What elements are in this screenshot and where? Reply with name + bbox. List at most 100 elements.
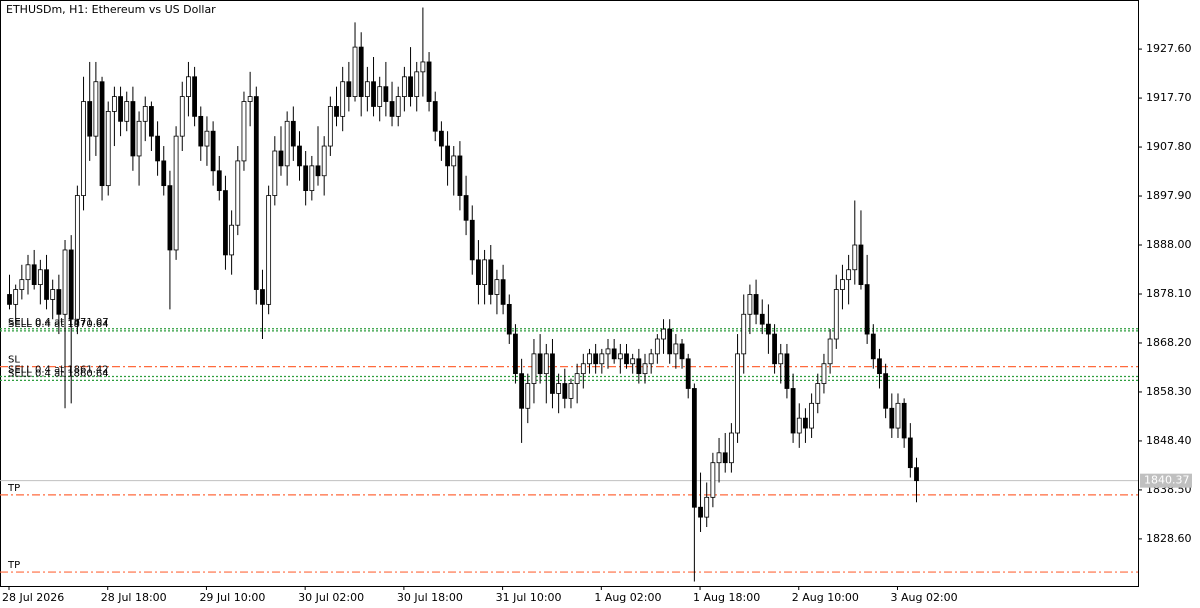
candle-body (870, 333, 876, 360)
y-tick-label: 1897.90 (1146, 189, 1192, 202)
y-tick-label: 1868.20 (1146, 336, 1192, 349)
candle-body (179, 96, 185, 137)
candle-body (315, 165, 321, 177)
candle-body (895, 402, 901, 429)
candle-body (327, 106, 333, 147)
candle-body (93, 81, 99, 137)
candle-body (155, 135, 160, 162)
candle-body (105, 111, 111, 187)
candle-body (611, 348, 617, 360)
candle-body (691, 388, 697, 508)
candle-body (235, 160, 241, 226)
candle-body (685, 358, 691, 389)
candle-body (654, 338, 660, 355)
candle-body (679, 343, 685, 360)
candle-body (229, 224, 235, 256)
candle-body (494, 279, 500, 295)
candle-body (636, 358, 642, 375)
candle-body (784, 353, 790, 389)
x-tick-label: 28 Jul 2026 (2, 591, 64, 604)
candle-body (303, 165, 309, 191)
level-label: TP (7, 560, 20, 571)
candle-body (562, 383, 568, 399)
level-label: SL (8, 355, 20, 366)
candle-body (142, 106, 148, 122)
candle-body (56, 289, 62, 315)
candle-body (432, 101, 438, 132)
level-label: SELL 0.4 at 1871.07 (8, 317, 109, 328)
candle-body (19, 279, 25, 290)
candle-body (7, 294, 12, 305)
candle-body (803, 417, 808, 429)
candle-body (568, 383, 574, 399)
candle-body (593, 353, 599, 365)
candle-body (260, 289, 265, 305)
chart-title: ETHUSDm, H1: Ethereum vs US Dollar (6, 3, 216, 16)
candle-body (710, 462, 716, 498)
candle-body (284, 120, 290, 167)
candle-body (772, 333, 777, 365)
candle-body (883, 373, 889, 409)
candle-body (371, 81, 376, 107)
candle-body (31, 264, 37, 285)
candle-body (364, 81, 370, 97)
y-tick-label: 1907.80 (1146, 140, 1192, 153)
candle-body (556, 383, 562, 394)
candle-body (377, 86, 383, 107)
candle-body (753, 294, 759, 315)
candle-body (864, 284, 870, 335)
candle-body (124, 101, 130, 122)
candle-body (840, 279, 845, 290)
candle-body (130, 101, 136, 157)
current-price-box (1140, 473, 1192, 488)
candle-body (661, 328, 666, 340)
y-tick-label: 1927.60 (1146, 42, 1192, 55)
candle-body (506, 303, 512, 335)
candle-body (648, 353, 654, 365)
candle-body (44, 269, 49, 300)
candle-body (914, 467, 919, 482)
x-tick-label: 3 Aug 02:00 (890, 591, 957, 604)
candle-body (722, 452, 728, 464)
x-tick-label: 28 Jul 18:00 (101, 591, 167, 604)
candle-body (846, 269, 852, 281)
plot-frame (0, 0, 1139, 587)
candle-body (500, 279, 506, 305)
candle-body (907, 437, 913, 469)
candle-body (716, 452, 722, 464)
candle-body (858, 244, 864, 285)
candle-body (192, 76, 198, 117)
candle-body (321, 145, 327, 177)
candle-body (74, 195, 80, 320)
candle-body (136, 120, 142, 157)
candle-body (728, 432, 734, 464)
level-label: SELL 0.4 at 1861.42 (8, 365, 109, 376)
candle-body (673, 343, 679, 355)
candle-body (488, 259, 494, 295)
x-tick-label: 1 Aug 02:00 (594, 591, 661, 604)
candle-body (667, 328, 673, 355)
candle-body (482, 259, 487, 285)
candle-body (790, 388, 796, 434)
candle-body (420, 61, 426, 73)
candle-body (580, 363, 586, 375)
candle-body (173, 135, 179, 251)
candle-body (118, 96, 123, 122)
candle-body (358, 46, 364, 97)
candle-body (821, 363, 827, 384)
candle-body (272, 150, 278, 196)
candle-body (599, 353, 605, 365)
candle-body (605, 348, 611, 355)
candle-body (630, 358, 636, 365)
y-tick-label: 1858.30 (1146, 385, 1192, 398)
candle-body (617, 353, 623, 360)
candle-body (704, 496, 710, 518)
candle-body (68, 249, 74, 320)
candle-body (476, 259, 481, 285)
candle-body (815, 383, 821, 404)
candle-body (513, 333, 518, 375)
candle-body (747, 294, 753, 315)
candle-body (759, 313, 765, 325)
candle-body (543, 353, 549, 375)
candle-body (62, 249, 68, 315)
